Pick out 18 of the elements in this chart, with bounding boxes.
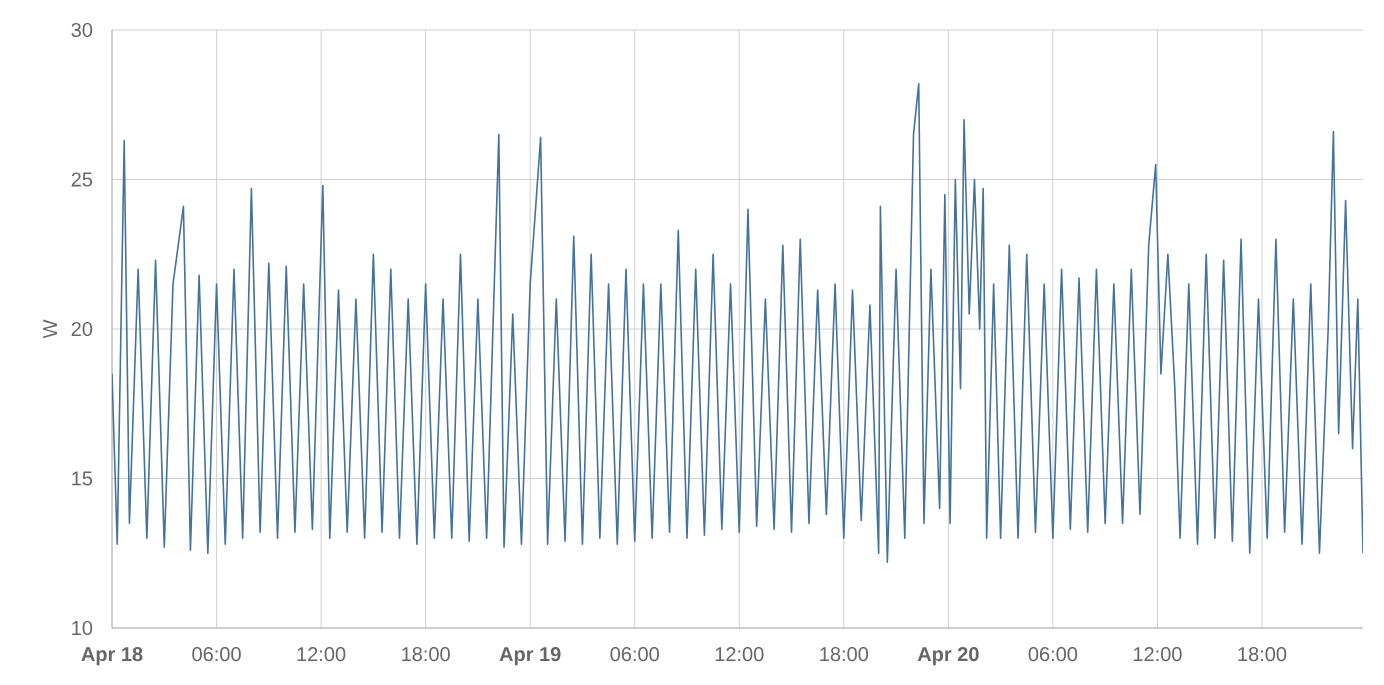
y-tick-label: 25: [71, 172, 93, 187]
x-tick-label: 06:00: [192, 647, 241, 662]
x-tick-label: 18:00: [402, 647, 450, 662]
x-tick-label: Apr 18: [81, 647, 143, 666]
y-tick-label: 15: [72, 471, 93, 486]
x-tick-label: 18:00: [820, 647, 869, 662]
y-tick-label: 10: [72, 620, 93, 636]
x-tick-label: Apr 19: [499, 647, 561, 666]
y-axis-title: W: [43, 319, 57, 339]
x-tick-label: 18:00: [1238, 647, 1287, 662]
x-tick-label: 12:00: [1133, 647, 1182, 662]
y-tick-label: 20: [71, 321, 93, 337]
x-tick-label: 06:00: [610, 647, 659, 662]
x-tick-label: Apr 20: [917, 647, 979, 666]
x-tick-label: 12:00: [715, 647, 764, 662]
y-tick-label: 30: [71, 22, 93, 38]
x-tick-label: 12:00: [297, 647, 346, 662]
x-tick-label: 06:00: [1028, 647, 1078, 662]
